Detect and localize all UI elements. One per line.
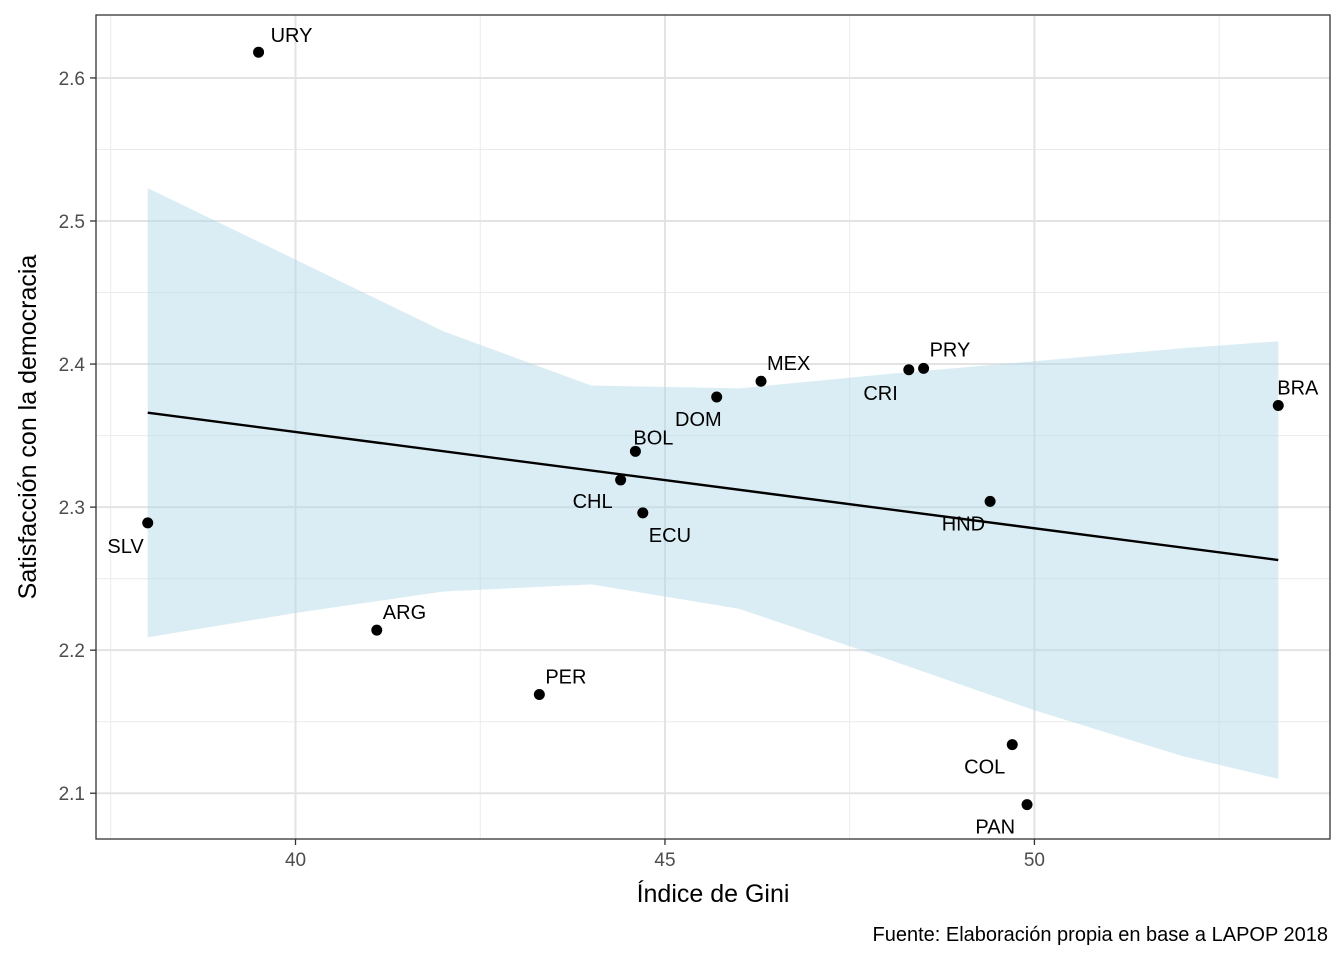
confidence-band <box>147 188 1279 779</box>
caption: Fuente: Elaboración propia en base a LAP… <box>872 924 1328 946</box>
trend-line <box>147 411 1279 562</box>
x-tick-label: 45 <box>654 850 675 871</box>
x-axis-title: Índice de Gini <box>637 879 790 908</box>
point-slv <box>142 517 154 529</box>
point-label-slv: SLV <box>107 536 144 558</box>
panel-border <box>95 14 1331 840</box>
y-tick-label: 2.6 <box>59 69 85 90</box>
y-tick-label: 2.2 <box>59 641 85 662</box>
point-label-pry: PRY <box>930 339 971 361</box>
y-tick-label: 2.1 <box>59 784 85 805</box>
x-tick-label: 40 <box>285 850 306 871</box>
point-label-col: COL <box>964 757 1005 779</box>
point-label-pan: PAN <box>975 817 1015 839</box>
point-dom <box>711 391 723 403</box>
point-ecu <box>637 507 649 519</box>
point-label-ury: URY <box>271 25 313 47</box>
point-bol <box>629 445 641 457</box>
point-mex <box>755 375 767 387</box>
point-label-arg: ARG <box>383 602 426 624</box>
panel-background <box>96 15 1330 839</box>
point-label-dom: DOM <box>675 409 722 431</box>
minor-gridlines <box>96 15 1330 839</box>
point-label-hnd: HND <box>942 513 985 535</box>
y-axis-ticks: 2.1 2.2 2.3 2.4 2.5 2.6 <box>59 69 96 805</box>
point-col <box>1006 739 1018 751</box>
point-label-chl: CHL <box>573 491 613 513</box>
point-arg <box>371 624 383 636</box>
x-axis-ticks: 40 45 50 <box>285 839 1045 871</box>
point-ury <box>253 46 265 58</box>
point-bra <box>1272 400 1284 412</box>
point-label-ecu: ECU <box>649 525 691 547</box>
point-cri <box>903 364 915 376</box>
point-label-cri: CRI <box>863 383 897 405</box>
point-label-bra: BRA <box>1277 378 1319 400</box>
x-tick-label: 50 <box>1024 850 1045 871</box>
point-pry <box>918 362 930 374</box>
point-pan <box>1021 799 1033 811</box>
point-label-per: PER <box>545 667 586 689</box>
y-tick-label: 2.5 <box>59 212 85 233</box>
y-axis-title: Satisfacción con la democracia <box>14 255 42 600</box>
point-per <box>533 689 545 701</box>
point-chl <box>615 474 627 486</box>
y-tick-label: 2.4 <box>59 355 86 376</box>
y-tick-label: 2.3 <box>59 498 85 519</box>
point-label-mex: MEX <box>767 353 810 375</box>
point-labels: URY SLV ARG PER CHL BOL ECU DOM MEX CRI PRY HND COL P… <box>107 25 1319 838</box>
major-gridlines <box>96 15 1330 839</box>
point-label-bol: BOL <box>633 427 673 449</box>
data-points <box>142 46 1284 811</box>
point-hnd <box>984 495 996 507</box>
